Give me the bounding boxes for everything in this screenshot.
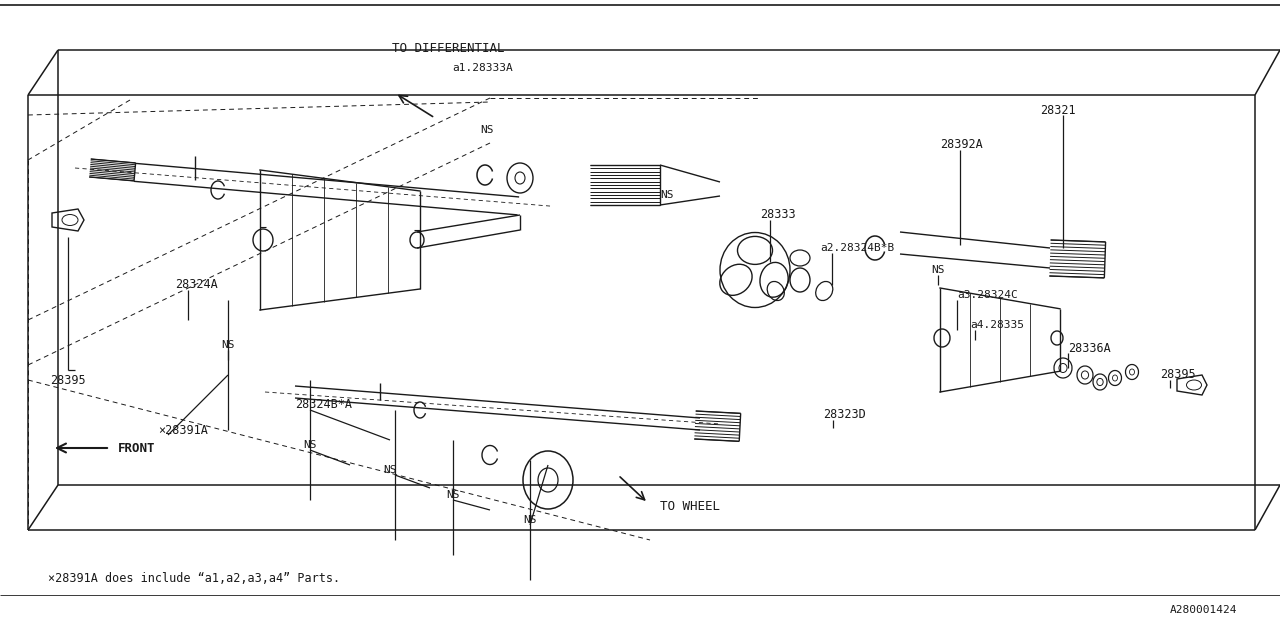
Text: a1.28333A: a1.28333A — [452, 63, 513, 73]
Text: ×28391A does include “a1,a2,a3,a4” Parts.: ×28391A does include “a1,a2,a3,a4” Parts… — [49, 572, 340, 584]
Text: A280001424: A280001424 — [1170, 605, 1238, 615]
Text: NS: NS — [480, 125, 494, 135]
Text: NS: NS — [221, 340, 234, 350]
Text: 28395: 28395 — [50, 374, 86, 387]
Text: 28324A: 28324A — [175, 278, 218, 291]
Text: TO DIFFERENTIAL: TO DIFFERENTIAL — [392, 42, 504, 54]
Text: 28336A: 28336A — [1068, 342, 1111, 355]
Text: NS: NS — [932, 265, 945, 275]
Text: a3.28324C: a3.28324C — [957, 290, 1018, 300]
Text: 28321: 28321 — [1039, 104, 1075, 116]
Text: NS: NS — [524, 515, 536, 525]
Text: NS: NS — [303, 440, 316, 450]
Text: NS: NS — [447, 490, 460, 500]
Text: 28324B*A: 28324B*A — [294, 399, 352, 412]
Text: NS: NS — [660, 190, 673, 200]
Text: FRONT: FRONT — [118, 442, 155, 454]
Text: TO WHEEL: TO WHEEL — [660, 500, 719, 513]
Text: 28333: 28333 — [760, 209, 796, 221]
Text: 28323D: 28323D — [823, 408, 865, 422]
Text: 28395: 28395 — [1160, 369, 1196, 381]
Text: ×28391A: ×28391A — [157, 424, 207, 436]
Text: NS: NS — [383, 465, 397, 475]
Text: a4.28335: a4.28335 — [970, 320, 1024, 330]
Text: 28392A: 28392A — [940, 138, 983, 152]
Text: a2.28324B*B: a2.28324B*B — [820, 243, 895, 253]
